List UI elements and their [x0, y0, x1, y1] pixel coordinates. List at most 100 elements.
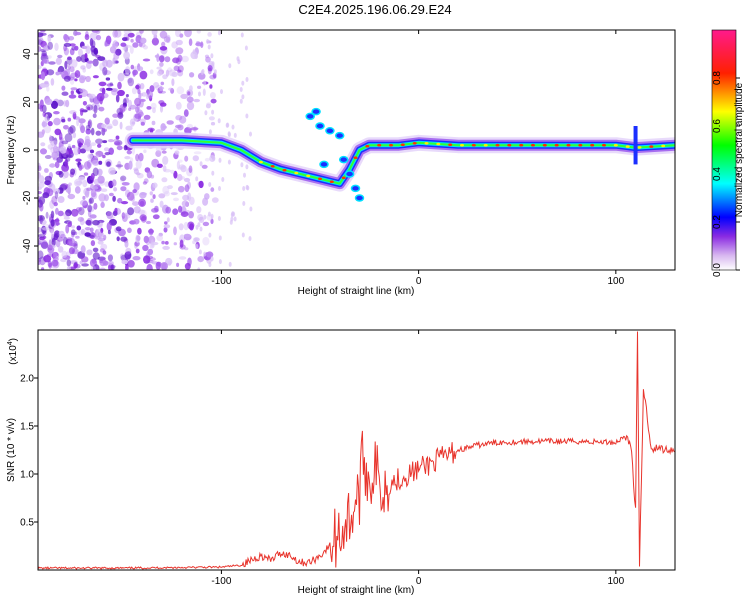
noise-blob — [47, 121, 53, 127]
colorbar-tick-label: 0.4 — [712, 167, 723, 181]
noise-blob — [124, 66, 131, 75]
noise-blob — [146, 263, 153, 270]
noise-blob — [173, 170, 178, 179]
noise-blob — [160, 81, 165, 86]
noise-blob — [67, 193, 76, 200]
noise-blob — [217, 30, 221, 36]
noise-blob — [149, 85, 155, 93]
noise-blob — [120, 253, 125, 260]
ridge-hotspot — [613, 143, 618, 147]
noise-blob — [143, 178, 149, 184]
noise-blob — [199, 226, 203, 232]
noise-blob — [175, 101, 182, 110]
noise-blob — [44, 80, 49, 85]
noise-blob — [66, 266, 71, 270]
y-tick-label: 40 — [22, 48, 33, 60]
noise-blob — [178, 159, 183, 163]
noise-blob — [202, 88, 206, 96]
noise-blob — [38, 175, 45, 184]
noise-blob — [228, 261, 232, 267]
noise-blob — [49, 200, 55, 209]
noise-blob — [81, 45, 88, 50]
noise-blob — [91, 30, 99, 33]
noise-blob — [249, 131, 252, 137]
noise-blob — [108, 192, 114, 197]
ridge-hotspot — [471, 143, 476, 147]
noise-blob — [176, 173, 183, 182]
noise-blob — [38, 65, 42, 70]
noise-blob — [121, 259, 129, 265]
noise-blob — [95, 150, 104, 157]
noise-blob — [76, 56, 82, 62]
noise-blob — [183, 221, 189, 231]
noise-blob — [124, 251, 132, 260]
noise-blob — [123, 30, 132, 34]
noise-blob — [142, 58, 151, 62]
noise-blob — [120, 42, 127, 47]
noise-blob — [208, 182, 212, 187]
noise-blob — [179, 33, 184, 38]
noise-blob — [82, 195, 86, 200]
ridge-hotspot — [353, 156, 358, 159]
noise-blob — [202, 236, 210, 246]
noise-blob — [170, 88, 175, 94]
noise-blob — [112, 195, 116, 202]
noise-blob — [98, 160, 103, 165]
noise-blob — [195, 42, 203, 47]
noise-blob — [187, 91, 191, 96]
noise-blob — [150, 239, 155, 248]
noise-blob — [105, 77, 111, 81]
noise-blob — [242, 201, 246, 206]
ridge-hotspot — [483, 143, 488, 147]
noise-blob — [57, 196, 65, 203]
noise-blob — [239, 87, 243, 92]
noise-blob — [171, 41, 178, 49]
noise-blob — [117, 112, 124, 119]
noise-blob — [156, 53, 160, 62]
noise-blob — [90, 127, 95, 136]
noise-blob — [70, 90, 75, 95]
noise-blob — [182, 194, 190, 201]
noise-blob — [74, 70, 81, 79]
noise-blob — [78, 118, 86, 124]
noise-blob — [121, 182, 130, 186]
noise-blob — [86, 44, 90, 51]
noise-blob — [127, 77, 134, 87]
ridge-side-blob — [344, 170, 355, 178]
noise-blob — [114, 207, 118, 214]
noise-blob — [102, 128, 107, 132]
noise-blob — [53, 188, 60, 194]
noise-blob — [80, 65, 86, 70]
noise-blob — [67, 56, 72, 61]
noise-blob — [90, 188, 97, 198]
noise-blob — [166, 120, 174, 125]
y-tick-label: 0 — [22, 147, 33, 153]
noise-blob — [198, 91, 201, 97]
noise-blob — [89, 214, 97, 219]
spectrogram-x-axis-label: Height of straight line (km) — [298, 286, 415, 297]
noise-blob — [87, 106, 91, 111]
noise-blob — [41, 267, 45, 270]
noise-blob — [211, 61, 215, 67]
noise-blob — [98, 106, 105, 112]
noise-blob — [84, 138, 91, 145]
noise-blob — [63, 75, 71, 82]
noise-blob — [60, 233, 66, 239]
y-tick-label: 2.0 — [20, 374, 34, 385]
noise-blob — [125, 94, 129, 98]
ridge-side-blob — [350, 184, 361, 193]
noise-blob — [61, 118, 66, 123]
y-tick-label: 1.5 — [20, 422, 34, 433]
noise-blob — [41, 104, 47, 114]
noise-blob — [132, 189, 137, 194]
noise-blob — [156, 234, 164, 242]
noise-blob — [139, 30, 144, 34]
noise-blob — [50, 146, 55, 154]
colorbar-tick-label: 0.2 — [712, 215, 723, 229]
noise-blob — [148, 228, 154, 236]
noise-blob — [151, 30, 158, 36]
noise-blob — [203, 80, 207, 86]
noise-blob — [132, 201, 139, 207]
ridge-hotspot — [602, 143, 606, 147]
noise-blob — [51, 259, 59, 267]
